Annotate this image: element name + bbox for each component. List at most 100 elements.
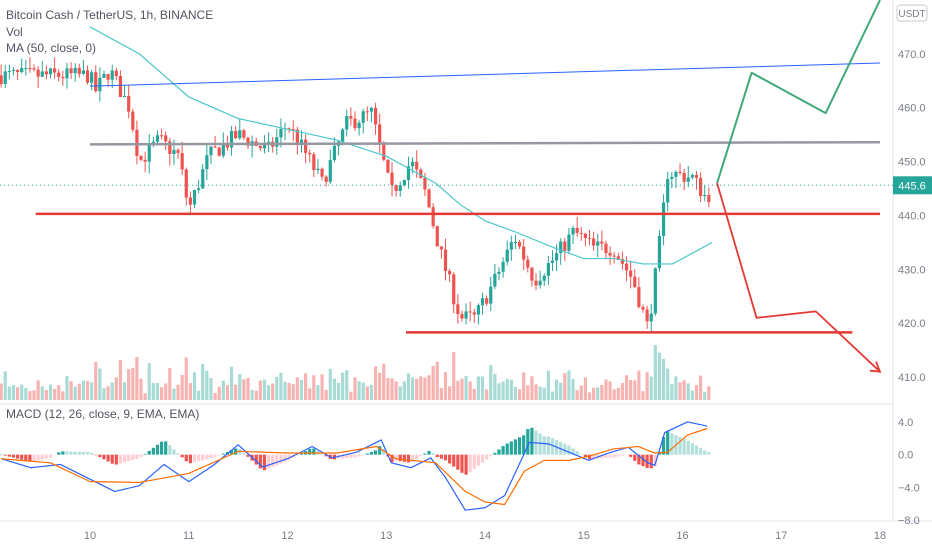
macd-histogram-bar [456, 454, 460, 470]
candle-body [489, 286, 493, 304]
macd-histogram-bar [69, 451, 73, 455]
candle-body [188, 197, 192, 205]
candle-body [98, 77, 102, 92]
volume-bar [456, 380, 460, 400]
macd-histogram-bar [670, 433, 674, 455]
volume-bar [229, 366, 234, 400]
macd-histogram-bar [118, 454, 123, 464]
macd-histogram-bar [600, 454, 604, 459]
volume-bar [435, 361, 439, 400]
candle-body [69, 68, 73, 74]
candle-body [262, 144, 267, 149]
candle-body [85, 70, 90, 83]
candle-body [616, 256, 620, 260]
macd-histogram-bar [151, 447, 155, 455]
candle-body [522, 246, 526, 260]
volume-bar [69, 381, 73, 400]
macd-tick-label: −4.0 [898, 482, 920, 494]
macd-histogram-bar [209, 454, 213, 459]
volume-bar [682, 380, 686, 400]
volume-bar [271, 383, 275, 400]
volume-bar [608, 381, 612, 400]
volume-bar [398, 386, 402, 400]
macd-histogram-bar [36, 454, 40, 461]
candle-body [666, 179, 670, 203]
candle-body [390, 172, 394, 185]
volume-bar [0, 383, 3, 400]
candle-body [526, 259, 530, 268]
volume-bar [694, 385, 699, 400]
macd-histogram-bar [489, 454, 493, 457]
macd-histogram-bar [526, 429, 530, 455]
volume-bar [686, 383, 690, 400]
volume-bar [3, 371, 7, 400]
volume-bar [596, 387, 600, 400]
macd-histogram-bar [485, 454, 489, 460]
macd-histogram-bar [546, 436, 550, 455]
volume-bar [57, 385, 61, 400]
volume-bar [102, 388, 106, 400]
volume-indicator-label[interactable]: Vol [6, 25, 23, 39]
volume-bar [559, 382, 563, 400]
candle-body [443, 249, 448, 272]
candle-body [612, 255, 616, 257]
volume-bar [431, 366, 435, 400]
ma-indicator-label[interactable]: MA (50, close, 0) [6, 41, 97, 55]
macd-histogram-bar [164, 441, 168, 455]
chart-title[interactable]: Bitcoin Cash / TetherUS, 1h, BINANCE [6, 8, 214, 22]
macd-tick-label: 4.0 [898, 417, 913, 429]
macd-histogram-bar [345, 454, 349, 459]
volume-bar [254, 390, 258, 400]
price-tick-label: 470.0 [898, 49, 926, 61]
volume-bar [571, 379, 575, 400]
volume-bar [217, 386, 221, 400]
projection-up-path [716, 0, 881, 184]
candle-body [674, 171, 678, 177]
macd-histogram-bar [299, 453, 304, 455]
candle-body [554, 253, 559, 261]
candle-body [579, 232, 583, 234]
candle-body [394, 184, 398, 192]
volume-bar [324, 389, 328, 400]
volume-bar [159, 387, 164, 400]
volume-bar [530, 376, 534, 400]
macd-histogram-bar [320, 453, 324, 455]
candle-body [44, 71, 48, 75]
candle-body [373, 107, 378, 125]
macd-indicator-label[interactable]: MACD (12, 26, close, 9, EMA, EMA) [6, 407, 200, 421]
candle-body [122, 95, 127, 98]
macd-histogram-bar [624, 454, 629, 456]
volume-bar [542, 387, 546, 400]
macd-histogram-bar [139, 454, 143, 458]
candle-body [513, 241, 518, 243]
candle-body [649, 313, 653, 322]
volume-bar [439, 388, 443, 400]
macd-histogram-bar [707, 451, 711, 455]
volume-bar [690, 390, 694, 400]
last-price-label: 445.6 [898, 180, 926, 192]
macd-histogram-bar [205, 454, 209, 460]
candle-body [534, 280, 538, 286]
macd-histogram-bar [361, 454, 365, 456]
candles-group [0, 57, 711, 333]
macd-histogram-bar [579, 454, 583, 455]
candle-body [452, 274, 456, 305]
macd-histogram-bar [213, 454, 217, 458]
candle-body [36, 69, 40, 77]
macd-histogram-bar [217, 454, 221, 456]
macd-histogram-bar [435, 454, 439, 458]
candle-body [604, 243, 608, 253]
macd-histogram-bar [394, 454, 398, 461]
macd-histogram-bar [678, 437, 682, 455]
volume-bar [151, 383, 155, 400]
candle-body [386, 159, 390, 173]
candle-body [682, 173, 686, 182]
candle-body [365, 111, 369, 113]
volume-bar [546, 370, 550, 400]
volume-bar [209, 377, 213, 400]
volume-bar [604, 379, 608, 400]
macd-histogram-bar [197, 454, 201, 462]
macd-histogram-bar [201, 454, 205, 461]
candle-body [20, 68, 24, 72]
